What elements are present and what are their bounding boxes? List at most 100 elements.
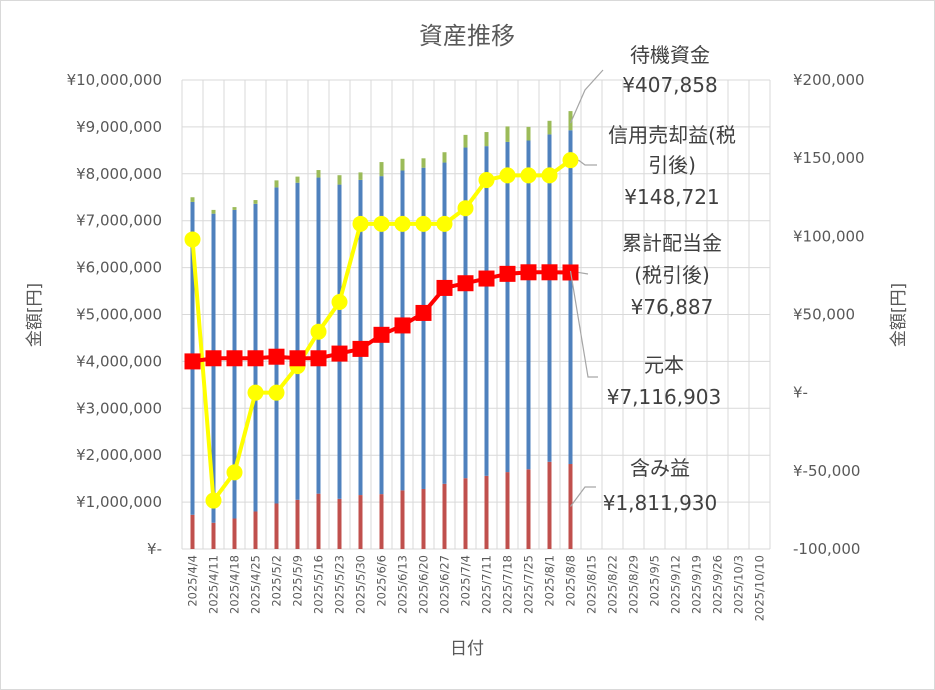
bar-segment xyxy=(253,511,258,549)
y-left-tick-label: ¥1,000,000 xyxy=(76,493,162,511)
bar-segment xyxy=(484,146,489,476)
y-right-tick-label: ¥150,000 xyxy=(793,149,865,167)
bar-segment xyxy=(463,478,468,549)
x-tick-label: 2025/5/9 xyxy=(291,555,305,607)
leader-cash xyxy=(569,69,604,124)
point-marker-circle xyxy=(541,167,558,184)
x-tick-label: 2025/8/1 xyxy=(543,555,557,607)
x-tick-label: 2025/8/29 xyxy=(627,555,641,614)
annotation-unrealized-name: 含み益 xyxy=(630,456,690,480)
bar-segment xyxy=(463,134,468,148)
y-right-tick-label: ¥100,000 xyxy=(793,227,865,245)
bar-segment xyxy=(274,503,279,549)
leader-dividend xyxy=(578,271,589,275)
x-tick-label: 2025/5/2 xyxy=(270,555,284,607)
point-marker-circle xyxy=(226,464,243,481)
x-tick-label: 2025/6/20 xyxy=(417,555,431,614)
bar-segment xyxy=(484,475,489,549)
x-tick-label: 2025/6/27 xyxy=(438,555,452,614)
x-tick-label: 2025/9/12 xyxy=(669,555,683,614)
x-axis-title: 日付 xyxy=(450,639,484,659)
point-marker-square xyxy=(331,345,348,362)
point-marker-square xyxy=(373,326,390,343)
x-tick-label: 2025/4/4 xyxy=(186,555,200,607)
chart-title: 資産推移 xyxy=(419,22,515,50)
point-marker-circle xyxy=(394,215,411,232)
y-right-tick-label: ¥50,000 xyxy=(793,306,855,324)
x-tick-label: 2025/10/3 xyxy=(732,555,746,614)
bar-segment xyxy=(316,170,321,178)
bar-segment xyxy=(190,514,195,549)
point-marker-square xyxy=(205,350,222,367)
point-marker-circle xyxy=(457,200,474,217)
y-right-tick-label: ¥- xyxy=(793,384,808,402)
bar-segment xyxy=(400,490,405,549)
x-tick-label: 2025/6/6 xyxy=(375,555,389,607)
bar-segment xyxy=(421,488,426,549)
bar-segment xyxy=(379,162,384,177)
x-tick-label: 2025/8/22 xyxy=(606,555,620,614)
bar-segment xyxy=(358,179,363,496)
point-marker-circle xyxy=(562,152,579,169)
point-marker-square xyxy=(268,348,285,365)
annotation-dividend-name-line1: 累計配当金 xyxy=(622,231,722,255)
bar-segment xyxy=(484,132,489,147)
point-marker-square xyxy=(478,270,495,287)
point-marker-circle xyxy=(184,231,201,248)
bar-segment xyxy=(274,187,279,504)
annotation-leaders xyxy=(569,69,604,507)
annotation-margin-value: ¥148,721 xyxy=(624,185,719,209)
annotation-principal-value: ¥7,116,903 xyxy=(607,385,722,409)
axis-labels: ¥- ¥1,000,000 ¥2,000,000 ¥3,000,000 ¥4,000,0… xyxy=(67,71,865,621)
bar-segment xyxy=(211,522,216,549)
point-marker-circle xyxy=(310,323,327,340)
bar-segment xyxy=(568,111,573,131)
annotation-dividend-name-line2: (税引後) xyxy=(634,263,710,287)
bar-segment xyxy=(526,469,531,549)
point-marker-square xyxy=(520,264,537,281)
y-axis-right-title: 金額[円] xyxy=(889,283,909,347)
y-left-tick-label: ¥8,000,000 xyxy=(76,165,162,183)
y-left-tick-label: ¥2,000,000 xyxy=(76,446,162,464)
x-tick-label: 2025/7/25 xyxy=(522,555,536,614)
point-marker-circle xyxy=(352,215,369,232)
bar-segment xyxy=(442,162,447,484)
x-tick-label: 2025/8/15 xyxy=(585,555,599,614)
bar-segment xyxy=(547,461,552,549)
bar-segment xyxy=(421,158,426,168)
x-tick-label: 2025/4/25 xyxy=(249,555,263,614)
bar-segment xyxy=(253,200,258,204)
point-marker-square xyxy=(247,350,264,367)
bar-segment xyxy=(442,152,447,163)
bar-segment xyxy=(568,130,573,465)
point-marker-square xyxy=(184,353,201,370)
point-marker-circle xyxy=(268,384,285,401)
annotation-unrealized-value: ¥1,811,930 xyxy=(603,491,718,515)
x-tick-label: 2025/7/11 xyxy=(480,555,494,614)
y-left-tick-label: ¥3,000,000 xyxy=(76,399,162,417)
point-marker-square xyxy=(499,265,516,282)
point-marker-circle xyxy=(373,215,390,232)
bar-segment xyxy=(337,184,342,499)
y-left-tick-label: ¥6,000,000 xyxy=(76,259,162,277)
x-tick-label: 2025/6/13 xyxy=(396,555,410,614)
bar-segment xyxy=(295,499,300,549)
x-tick-label: 2025/10/10 xyxy=(753,555,767,621)
point-marker-square xyxy=(352,340,369,357)
x-tick-label: 2025/4/18 xyxy=(228,555,242,614)
point-marker-square xyxy=(394,317,411,334)
point-marker-circle xyxy=(205,492,222,509)
point-marker-circle xyxy=(499,167,516,184)
point-marker-square xyxy=(226,350,243,367)
annotation-principal-name: 元本 xyxy=(644,353,684,377)
leader-principal xyxy=(569,270,598,378)
y-axis-left-title: 金額[円] xyxy=(25,283,45,347)
bar-segment xyxy=(211,209,216,214)
point-marker-square xyxy=(457,275,474,292)
bar-segment xyxy=(232,207,237,210)
bar-segment xyxy=(463,147,468,479)
leader-margin xyxy=(578,159,597,166)
bar-segment xyxy=(505,126,510,142)
